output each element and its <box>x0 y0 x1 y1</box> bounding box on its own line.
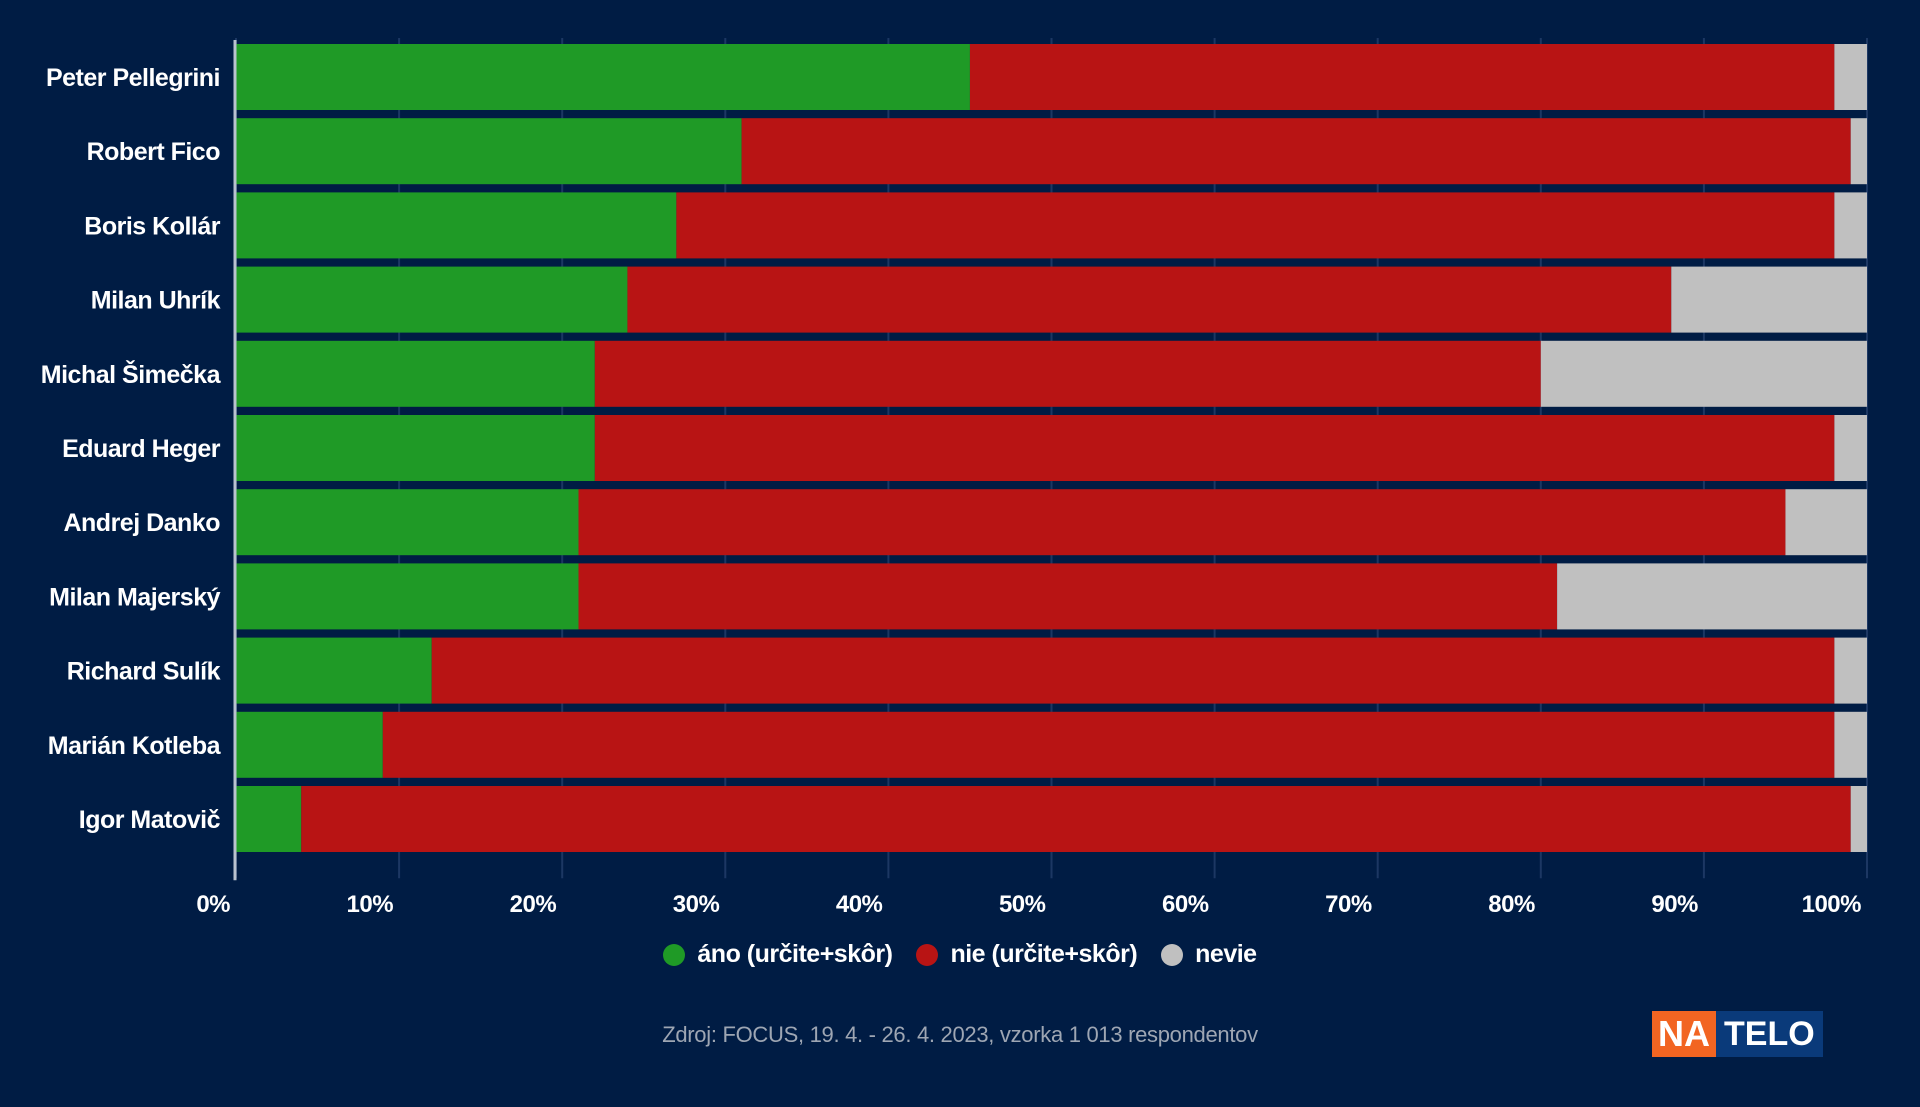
x-tick-label: 0% <box>196 891 230 918</box>
legend-label-nevie: nevie <box>1195 940 1257 968</box>
bar-segment-nevie[interactable] <box>1540 340 1867 407</box>
bar-segment-nie[interactable] <box>382 711 1835 778</box>
x-tick-label: 90% <box>1651 891 1698 918</box>
bar-segment-nevie[interactable] <box>1834 44 1867 110</box>
bar-segment-nie[interactable] <box>578 563 1558 630</box>
bar-segment-nevie[interactable] <box>1850 118 1867 185</box>
bar-segment-nevie[interactable] <box>1834 711 1867 778</box>
source-note: Zdroj: FOCUS, 19. 4. - 26. 4. 2023, vzor… <box>662 1022 1258 1047</box>
bar-segment-nie[interactable] <box>578 489 1786 556</box>
bar-segment-nevie[interactable] <box>1834 192 1867 259</box>
category-label: Robert Fico <box>87 138 221 166</box>
bar-segment-ano[interactable] <box>236 340 595 407</box>
category-label: Milan Majerský <box>49 583 220 611</box>
x-tick-label: 30% <box>673 891 720 918</box>
x-tick-label: 70% <box>1325 891 1372 918</box>
x-tick-label: 80% <box>1488 891 1535 918</box>
bar-segment-ano[interactable] <box>236 118 742 185</box>
legend-swatch-nevie <box>1161 943 1184 966</box>
bar-segment-nie[interactable] <box>594 340 1541 407</box>
legend-label-nie: nie (určite+skôr) <box>950 940 1138 968</box>
bar-segment-nevie[interactable] <box>1834 415 1867 481</box>
category-label: Marián Kotleba <box>48 732 222 760</box>
category-label: Igor Matovič <box>79 806 221 834</box>
category-label: Milan Uhrík <box>91 287 221 315</box>
bar-segment-ano[interactable] <box>236 415 595 481</box>
bar-segment-nie[interactable] <box>301 786 1851 852</box>
bars <box>236 44 1867 852</box>
legend-swatch-ano <box>663 943 686 966</box>
category-label: Boris Kollár <box>84 212 220 240</box>
legend-label-ano: áno (určite+skôr) <box>697 940 893 968</box>
logo-na-part: NA <box>1652 1011 1716 1057</box>
legend-item-nie[interactable]: nie (určite+skôr) <box>916 940 1138 969</box>
bar-segment-nevie[interactable] <box>1557 563 1867 630</box>
x-tick-label: 100% <box>1802 891 1862 918</box>
x-tick-label: 10% <box>347 891 394 918</box>
x-tick-label: 60% <box>1162 891 1209 918</box>
legend: áno (určite+skôr) nie (určite+skôr) nevi… <box>0 940 1920 969</box>
category-label: Michal Šimečka <box>41 359 222 389</box>
logo-telo-part: TELO <box>1716 1011 1823 1057</box>
x-tick-label: 40% <box>836 891 883 918</box>
bar-segment-nie[interactable] <box>676 192 1835 259</box>
bar-segment-nevie[interactable] <box>1671 266 1867 333</box>
bar-segment-ano[interactable] <box>236 786 302 852</box>
bar-segment-nie[interactable] <box>594 415 1835 481</box>
bar-segment-ano[interactable] <box>236 266 628 333</box>
bar-segment-nevie[interactable] <box>1850 786 1867 852</box>
bar-segment-nie[interactable] <box>741 118 1851 185</box>
x-tick-label: 20% <box>510 891 557 918</box>
natelo-logo[interactable]: NA TELO <box>1652 1011 1823 1057</box>
bar-segment-ano[interactable] <box>236 563 579 630</box>
bar-segment-nie[interactable] <box>969 44 1835 110</box>
bar-segment-ano[interactable] <box>236 192 677 259</box>
category-labels: Peter Pellegrini Robert Fico Boris Kollár M… <box>41 64 222 834</box>
bar-segment-nevie[interactable] <box>1785 489 1867 556</box>
category-label: Richard Sulík <box>67 658 221 686</box>
bar-segment-ano[interactable] <box>236 711 383 778</box>
bar-segment-nie[interactable] <box>627 266 1672 333</box>
bar-segment-ano[interactable] <box>236 489 579 556</box>
bar-segment-nevie[interactable] <box>1834 637 1867 704</box>
x-axis-tick-labels: 0% 10% 20% 30% 40% 50% 60% 70% 80% 90% 100% <box>196 891 1861 918</box>
bar-segment-ano[interactable] <box>236 44 970 110</box>
x-tick-label: 50% <box>999 891 1046 918</box>
category-label: Eduard Heger <box>62 435 221 463</box>
category-label: Peter Pellegrini <box>46 64 220 92</box>
category-label: Andrej Danko <box>63 509 220 537</box>
legend-item-ano[interactable]: áno (určite+skôr) <box>663 940 893 969</box>
bar-segment-ano[interactable] <box>236 637 432 704</box>
legend-swatch-nie <box>916 943 939 966</box>
bar-segment-nie[interactable] <box>431 637 1835 704</box>
legend-item-nevie[interactable]: nevie <box>1161 940 1257 969</box>
